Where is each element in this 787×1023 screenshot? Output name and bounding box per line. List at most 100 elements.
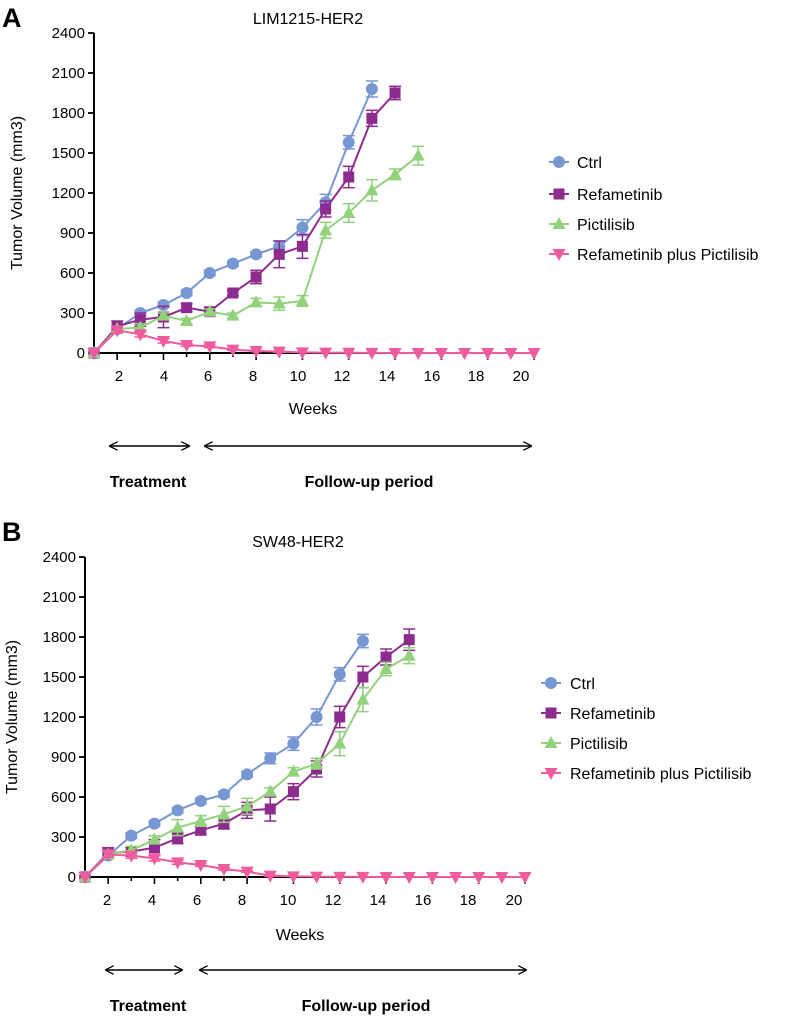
data-point <box>365 183 379 196</box>
data-point <box>217 807 231 820</box>
y-axis: 0 300 600 900 1200 1500 1800 2100 2400 T… <box>4 549 86 886</box>
y-tick-label: 1200 <box>52 185 85 202</box>
y-tick-label: 0 <box>68 869 76 886</box>
data-point <box>518 872 532 884</box>
data-point <box>156 308 170 321</box>
data-point <box>403 634 415 646</box>
data-point <box>157 299 170 311</box>
data-point <box>342 206 356 218</box>
data-point <box>240 866 254 879</box>
data-point <box>365 347 379 360</box>
data-point <box>147 832 161 845</box>
data-point <box>263 784 277 797</box>
data-point <box>379 662 393 674</box>
data-point <box>134 314 146 326</box>
data-point <box>356 692 370 705</box>
legend-marker <box>545 677 557 689</box>
data-point <box>411 148 425 161</box>
series-line <box>84 853 525 878</box>
x-axis: 2 4 6 8 10 12 14 16 18 20 Weeks <box>85 876 526 944</box>
data-point <box>217 864 231 876</box>
x-tick-label: 8 <box>249 368 257 385</box>
data-point <box>380 651 392 663</box>
plot-area <box>78 628 532 884</box>
data-point <box>241 768 254 781</box>
x-axis-label: Weeks <box>276 927 325 944</box>
data-point <box>310 711 323 723</box>
data-point <box>333 871 347 884</box>
period-annotations: Treatment Follow-up period <box>110 446 531 491</box>
data-point <box>481 348 495 360</box>
y-tick-label: 2400 <box>43 549 76 566</box>
series-refametinib <box>79 628 416 883</box>
data-point <box>148 842 160 854</box>
data-point <box>249 346 263 358</box>
data-point <box>171 820 185 833</box>
data-point <box>101 849 115 862</box>
data-point <box>295 294 309 306</box>
data-point <box>272 346 286 359</box>
y-tick-label: 900 <box>51 749 76 766</box>
data-point <box>227 287 239 299</box>
legend-label-pictilisib: Pictilisib <box>577 217 635 234</box>
panel-letter-b: B <box>2 517 22 547</box>
data-point <box>203 304 217 317</box>
x-tick-label: 6 <box>204 368 212 385</box>
series-combination <box>78 849 532 884</box>
legend-label-refametinib: Refametinib <box>577 187 662 204</box>
data-point <box>195 824 207 836</box>
x-axis: 2 4 6 8 10 12 14 16 18 20 Weeks <box>94 352 535 418</box>
data-point <box>148 817 161 830</box>
legend-marker <box>544 768 558 780</box>
y-axis-label: Tumor Volume (mm3) <box>4 640 21 794</box>
series-ctrl <box>79 633 369 883</box>
y-tick-label: 600 <box>60 265 85 282</box>
data-point <box>342 136 355 149</box>
data-point <box>425 872 439 884</box>
legend-label-refametinib: Refametinib <box>570 706 655 723</box>
period-annotations: Treatment Follow-up period <box>106 970 526 1015</box>
x-tick-label: 20 <box>513 368 530 385</box>
panel-a: A LIM1215-HER2 0 300 600 900 1200 1500 1… <box>2 3 759 491</box>
data-point <box>333 668 346 681</box>
y-tick-label: 1200 <box>43 709 76 726</box>
chart-title: SW48-HER2 <box>252 534 344 551</box>
data-point <box>342 347 356 360</box>
data-point <box>180 314 194 326</box>
legend-label-ctrl: Ctrl <box>570 676 595 693</box>
legend: Ctrl Refametinib Pictilisib Refametinib … <box>541 676 752 783</box>
x-tick-label: 4 <box>148 892 156 909</box>
treatment-label: Treatment <box>110 998 187 1015</box>
series-pictilisib <box>78 646 416 882</box>
data-point <box>334 711 346 723</box>
data-point <box>264 752 277 765</box>
x-tick-label: 10 <box>280 892 297 909</box>
y-tick-label: 1500 <box>52 145 85 162</box>
data-point <box>295 347 309 360</box>
data-point <box>217 788 230 801</box>
x-tick-label: 20 <box>506 892 523 909</box>
legend-label-combination: Refametinib plus Pictilisib <box>570 766 752 783</box>
y-tick-label: 900 <box>60 225 85 242</box>
data-point <box>527 348 541 360</box>
data-point <box>147 853 161 866</box>
data-point <box>286 764 300 777</box>
series-combination <box>87 325 541 360</box>
data-point <box>343 171 355 183</box>
x-tick-label: 16 <box>424 368 441 385</box>
data-point <box>356 871 370 884</box>
data-point <box>226 308 240 321</box>
data-point <box>240 799 254 812</box>
data-point <box>319 347 333 360</box>
data-point <box>250 248 263 261</box>
data-point <box>310 756 324 769</box>
data-point <box>472 872 486 884</box>
data-point <box>310 871 324 884</box>
data-point <box>356 635 369 647</box>
series-line <box>93 329 534 354</box>
data-point <box>218 818 230 830</box>
data-point <box>319 223 333 236</box>
x-tick-label: 14 <box>370 892 387 909</box>
panel-b: B SW48-HER2 0 300 600 900 1200 1500 1800… <box>2 517 752 1015</box>
